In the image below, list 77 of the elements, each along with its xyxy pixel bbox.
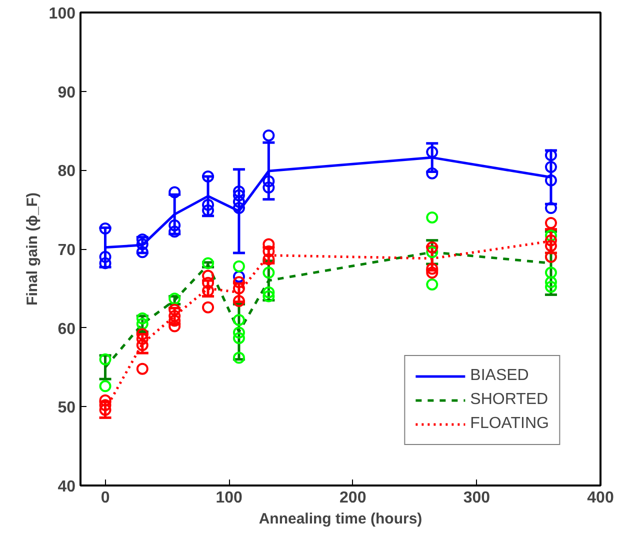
y-tick-label: 40 <box>58 478 76 496</box>
x-tick-label: 100 <box>216 490 243 506</box>
point <box>426 262 438 275</box>
point <box>232 314 245 326</box>
point <box>426 211 438 224</box>
point <box>262 266 275 279</box>
point <box>544 266 557 279</box>
point <box>202 284 214 297</box>
point <box>168 292 181 305</box>
x-axis-title: Annealing time (hours) <box>258 510 422 528</box>
y-tick-label: 60 <box>58 320 76 338</box>
y-tick-label: 50 <box>58 400 76 417</box>
point <box>202 204 214 216</box>
legend-label: SHORTED <box>470 391 548 409</box>
point <box>262 253 275 266</box>
point <box>136 362 148 375</box>
point <box>426 278 438 290</box>
point <box>426 241 438 254</box>
point <box>136 246 148 258</box>
point <box>262 129 275 142</box>
point <box>99 380 112 392</box>
point <box>168 310 181 322</box>
point <box>232 332 245 344</box>
point <box>544 230 557 242</box>
point <box>426 146 438 158</box>
point <box>99 404 112 416</box>
point <box>232 276 245 288</box>
point <box>232 189 245 202</box>
point <box>99 222 112 234</box>
point <box>544 161 557 174</box>
y-tick-label: 90 <box>58 84 76 102</box>
point <box>544 216 557 229</box>
point <box>99 353 112 366</box>
point <box>262 290 275 302</box>
point <box>232 295 245 308</box>
x-tick-label: 400 <box>587 490 614 506</box>
point <box>544 234 557 246</box>
x-tick-label: 0 <box>100 490 110 506</box>
point <box>544 174 557 186</box>
y-axis-title: Final gain (ϕ_F) <box>24 192 41 306</box>
point <box>544 149 557 162</box>
point <box>232 352 245 364</box>
x-tick-label: 200 <box>340 490 366 506</box>
point <box>168 304 181 316</box>
point <box>136 318 148 330</box>
point <box>262 286 275 298</box>
point <box>136 339 148 352</box>
point <box>426 266 438 279</box>
point <box>544 276 557 288</box>
point <box>202 198 214 211</box>
point <box>202 276 214 289</box>
point <box>232 185 245 198</box>
point <box>99 257 112 270</box>
point <box>202 301 214 314</box>
legend-label: FLOATING <box>470 415 549 433</box>
point <box>544 202 557 214</box>
point <box>168 226 181 238</box>
point <box>262 175 275 188</box>
point <box>262 182 275 194</box>
point <box>168 186 181 198</box>
point <box>426 167 438 180</box>
legend-label: BIASED <box>470 367 529 385</box>
point <box>136 328 148 340</box>
point <box>232 326 245 339</box>
point <box>168 219 181 232</box>
point <box>232 260 245 272</box>
point <box>232 202 245 214</box>
point <box>544 240 557 252</box>
y-tick-label: 100 <box>48 6 76 22</box>
x-tick-label: 300 <box>463 490 490 506</box>
point <box>544 280 557 293</box>
point <box>136 312 148 324</box>
y-tick-label: 70 <box>58 242 76 259</box>
point <box>202 257 214 270</box>
y-tick-label: 80 <box>58 163 76 180</box>
point <box>99 250 112 263</box>
point <box>202 170 214 182</box>
